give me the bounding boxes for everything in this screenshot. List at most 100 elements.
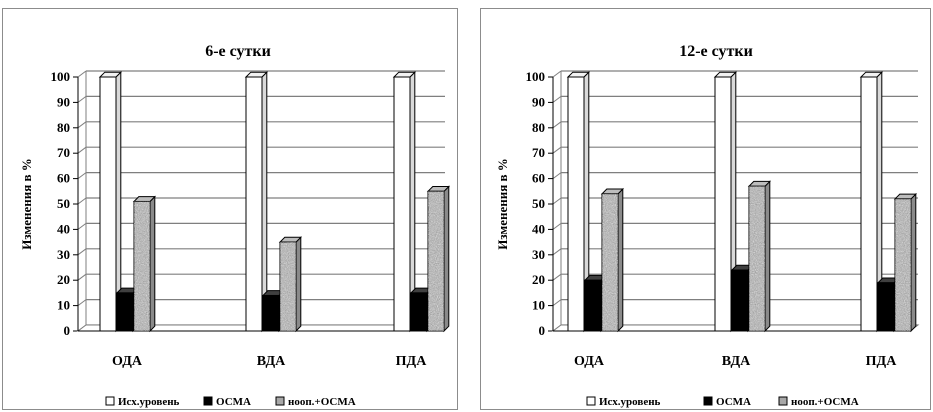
chart-svg: 12-е сутки 0 10 20 30 40 50 60 70 80 90 100 Изменени… bbox=[495, 43, 920, 408]
y-tick-label: 50 bbox=[532, 196, 545, 211]
y-axis-label: Изменения в % bbox=[495, 158, 510, 250]
gridline-diagonal bbox=[77, 96, 87, 103]
bar-side-face bbox=[910, 192, 917, 333]
category-label-ода: ОДА bbox=[574, 354, 605, 369]
bar-пда-series-3 bbox=[426, 185, 451, 333]
gridline-diagonal bbox=[77, 172, 87, 180]
legend-label: ноoп.+ОСМА bbox=[288, 396, 356, 408]
y-tick-label: 90 bbox=[532, 94, 545, 109]
category-label-ода: ОДА bbox=[112, 354, 143, 369]
bar-пда-series-1 bbox=[392, 70, 417, 333]
bar-front-face bbox=[860, 76, 878, 332]
y-tick-label: 90 bbox=[57, 94, 70, 109]
legend-swatch bbox=[203, 396, 213, 406]
bar-front-face bbox=[584, 279, 602, 332]
bar-front-face bbox=[714, 76, 732, 332]
chart-title: 6-е сутки bbox=[205, 43, 271, 60]
gridline-diagonal bbox=[77, 121, 87, 129]
bar-пда-series-1 bbox=[859, 70, 884, 333]
bar-вда-series-3 bbox=[278, 236, 303, 333]
y-tick-label: 20 bbox=[532, 272, 545, 287]
bar-side-face bbox=[149, 195, 156, 333]
bar-speckle-texture bbox=[280, 242, 296, 331]
y-tick-label: 40 bbox=[57, 221, 70, 236]
legend-swatch bbox=[105, 396, 115, 406]
category-label-вда: ВДА bbox=[257, 354, 286, 369]
y-tick-label: 30 bbox=[532, 247, 545, 262]
legend-label: нооп.+ОСМА bbox=[791, 396, 859, 408]
y-tick-label: 0 bbox=[539, 323, 546, 338]
gridline-diagonal bbox=[552, 172, 562, 180]
legend-swatch bbox=[586, 396, 596, 406]
legend-swatch bbox=[703, 396, 713, 406]
category-label-пда: ПДА bbox=[396, 354, 428, 369]
bar-front-face bbox=[245, 76, 263, 332]
bar-side-face bbox=[617, 187, 624, 333]
legend-label: Исх.уровень bbox=[118, 396, 180, 408]
bar-пда-series-3 bbox=[893, 192, 918, 333]
gridline-diagonal bbox=[77, 197, 87, 205]
chart-panel-12-days: 12-е сутки 0 10 20 30 40 50 60 70 80 90 100 Изменени… bbox=[480, 8, 931, 410]
y-tick-label: 70 bbox=[57, 145, 70, 160]
bar-front-face bbox=[410, 292, 428, 332]
gridline-diagonal bbox=[77, 70, 87, 78]
y-tick-label: 30 bbox=[57, 247, 70, 262]
legend-label: Исх.уровень bbox=[599, 396, 661, 408]
gridline-diagonal bbox=[552, 70, 562, 78]
gridline-diagonal bbox=[552, 299, 562, 307]
category-label-вда: ВДА bbox=[722, 354, 751, 369]
gridline-diagonal bbox=[77, 222, 87, 230]
y-tick-label: 100 bbox=[526, 69, 546, 84]
bar-front-face bbox=[567, 76, 585, 332]
y-tick-label: 60 bbox=[532, 171, 545, 186]
y-tick-label: 60 bbox=[57, 171, 70, 186]
gridline-diagonal bbox=[77, 273, 87, 281]
bar-speckle-texture bbox=[134, 201, 150, 331]
bar-side-face bbox=[764, 180, 771, 333]
y-tick-label: 70 bbox=[532, 145, 545, 160]
chart-svg: 6-е сутки 0 10 20 30 40 50 60 70 80 90 100 Изменения… bbox=[19, 43, 451, 408]
gridline-diagonal bbox=[552, 248, 562, 256]
legend-item-1: Исх.уровень bbox=[586, 396, 661, 408]
y-tick-label: 100 bbox=[51, 69, 71, 84]
bar-вда-series-1 bbox=[244, 70, 269, 333]
y-tick-label: 20 bbox=[57, 272, 70, 287]
legend-label: ОСМА bbox=[716, 396, 751, 408]
legend-item-2: ОСМА bbox=[703, 396, 751, 408]
y-tick-label: 80 bbox=[57, 120, 70, 135]
bar-вда-series-1 bbox=[713, 70, 738, 333]
y-tick-label: 50 bbox=[57, 196, 70, 211]
bar-speckle-texture bbox=[428, 191, 444, 331]
gridline-diagonal bbox=[552, 273, 562, 281]
y-tick-label: 0 bbox=[64, 323, 71, 338]
gridline-diagonal bbox=[552, 146, 562, 154]
bar-speckle-texture bbox=[895, 198, 911, 331]
legend-swatch bbox=[778, 396, 788, 406]
bar-front-face bbox=[393, 76, 411, 332]
bar-speckle-texture bbox=[749, 186, 765, 331]
gridline-diagonal bbox=[77, 299, 87, 307]
y-axis-label: Изменения в % bbox=[19, 158, 34, 250]
gridline-diagonal bbox=[77, 146, 87, 154]
y-tick-label: 80 bbox=[532, 120, 545, 135]
bar-вда-series-3 bbox=[747, 180, 772, 333]
chart-panel-6-days: 6-е сутки 0 10 20 30 40 50 60 70 80 90 100 Изменения… bbox=[2, 8, 458, 410]
bar-ода-series-3 bbox=[132, 195, 157, 333]
bar-front-face bbox=[99, 76, 117, 332]
bar-speckle-texture bbox=[602, 193, 618, 331]
bar-ода-series-3 bbox=[600, 187, 625, 333]
category-label-пда: ПДА bbox=[866, 354, 898, 369]
gridline-diagonal bbox=[77, 248, 87, 256]
y-tick-label: 10 bbox=[57, 298, 70, 313]
y-tick-label: 40 bbox=[532, 221, 545, 236]
bar-front-face bbox=[116, 292, 134, 332]
gridline-diagonal bbox=[552, 96, 562, 103]
bar-front-face bbox=[262, 294, 280, 332]
bar-side-face bbox=[443, 185, 450, 333]
bar-side-face bbox=[295, 236, 302, 333]
chart-title: 12-е сутки bbox=[679, 43, 753, 60]
gridline-diagonal bbox=[552, 197, 562, 205]
y-tick-label: 10 bbox=[532, 298, 545, 313]
legend-item-1: Исх.уровень bbox=[105, 396, 180, 408]
legend-item-3: нооп.+ОСМА bbox=[778, 396, 859, 408]
